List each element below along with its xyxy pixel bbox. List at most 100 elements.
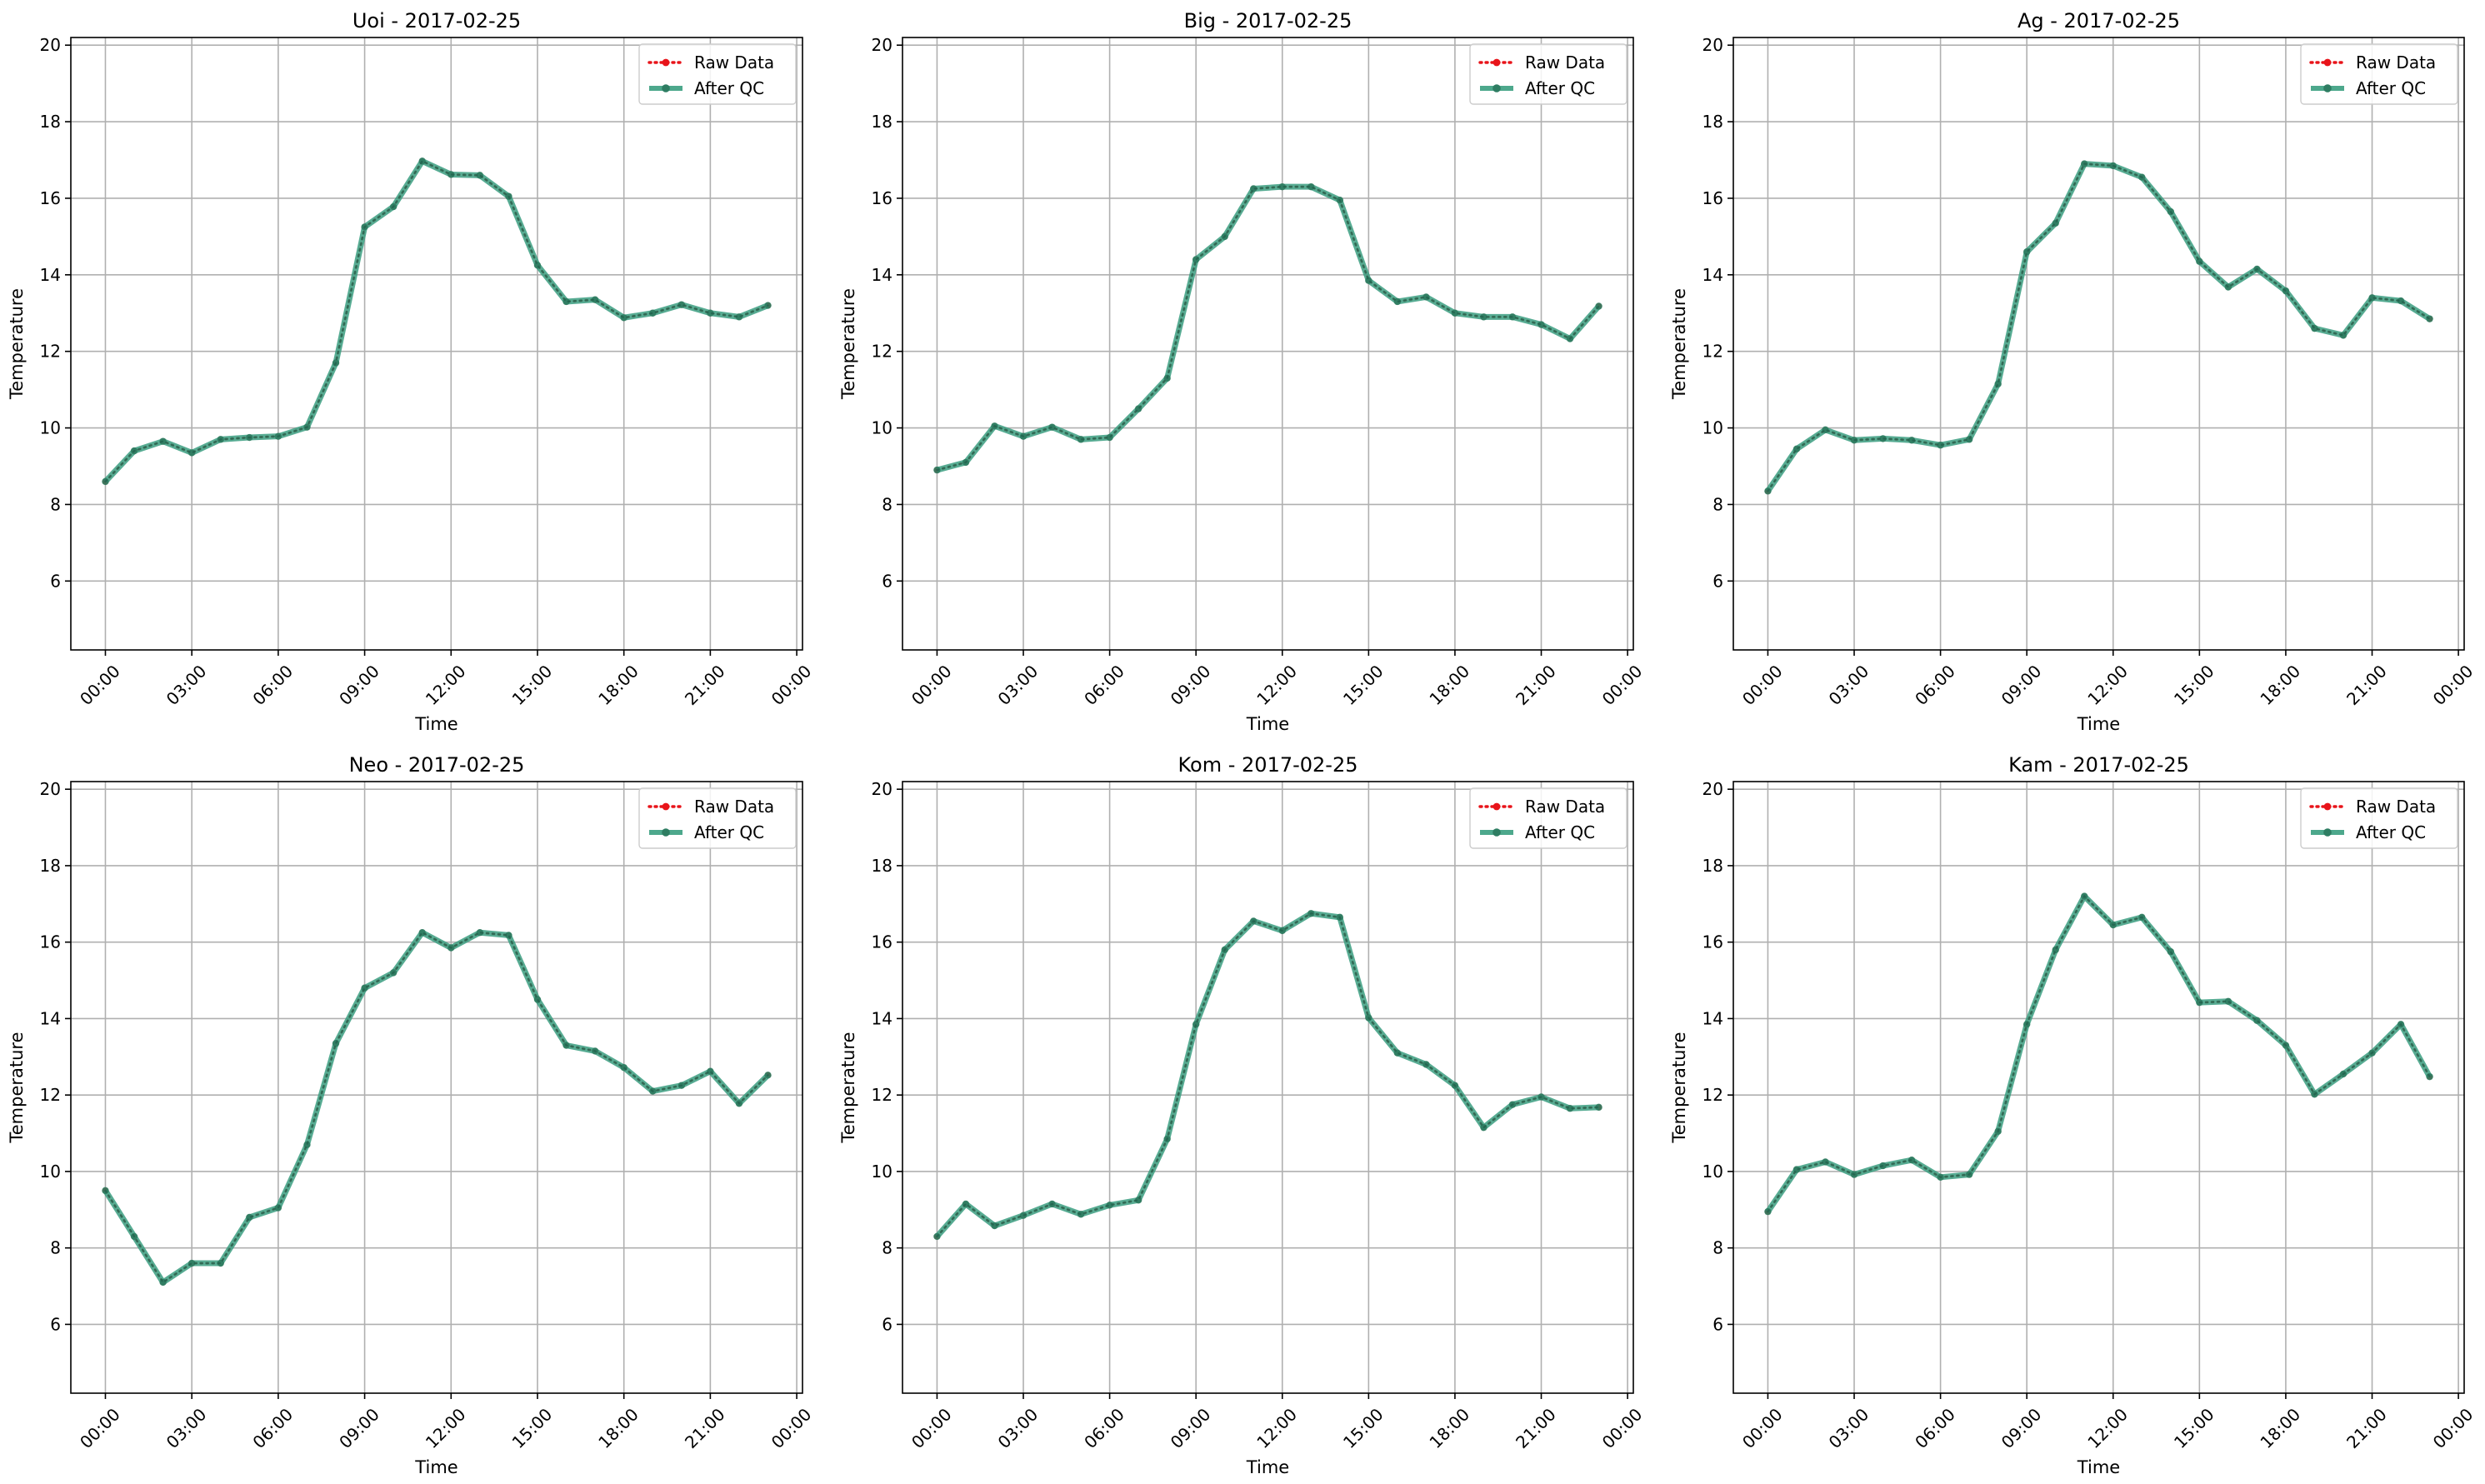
chart-title: Big - 2017-02-25 [1184,9,1352,32]
series-line [103,159,770,483]
plot-frame [70,37,803,651]
legend: Raw Data After QC [1469,43,1628,105]
data-point [303,1141,311,1149]
y-tick-label: 8 [1712,494,1723,514]
chart-title: Kom - 2017-02-25 [1178,753,1358,777]
series-line [102,157,769,484]
y-tick-label: 6 [882,1314,892,1334]
legend-label: After QC [694,822,764,842]
x-tick-label: 15:00 [1339,1404,1388,1452]
legend: Raw Data After QC [1469,787,1628,849]
data-point [1908,437,1916,444]
y-tick-label: 14 [1702,265,1723,285]
y-tick-label: 16 [872,188,892,208]
series-after-qc [1764,160,2433,495]
legend-marker [2323,802,2332,811]
x-tick-label: 00:00 [908,1404,956,1452]
x-tick-label: 18:00 [1425,661,1473,709]
x-tick-label: 15:00 [1339,661,1388,709]
subplot-1: 00:00 03:00 06:00 09:00 12:00 15:00 18:00 21:00… [7,9,815,734]
y-tick-label: 12 [872,1085,892,1105]
chart-title: Neo - 2017-02-25 [349,753,525,777]
data-point [361,984,368,992]
legend-item: Raw Data [648,52,774,72]
legend-marker [1492,828,1501,837]
x-tick-label: 06:00 [1080,1404,1128,1452]
legend-label: Raw Data [2356,797,2436,817]
legend-label: After QC [2356,78,2426,98]
x-tick-label: 21:00 [681,1404,729,1452]
legend-label: After QC [2356,822,2426,842]
legend: Raw Data After QC [638,43,797,105]
y-tick-label: 20 [872,779,892,799]
subplot-2: 00:00 03:00 06:00 09:00 12:00 15:00 18:00 21:00… [838,9,1646,734]
y-tick-label: 8 [1712,1238,1723,1258]
x-tick-label: 09:00 [1167,1404,1215,1452]
data-point [2426,315,2433,322]
x-tick-label: 00:00 [2429,1404,2478,1452]
x-tick-label: 09:00 [1167,661,1215,709]
raw-data-overlay [936,912,1600,1238]
series-line [1765,893,2432,1214]
data-point [1106,1202,1113,1209]
x-tick-label: 03:00 [162,661,211,709]
x-axis-label: Time [2077,714,2120,734]
data-point [1192,1021,1200,1028]
y-tick-label: 18 [872,856,892,876]
legend: Raw Data After QC [638,787,797,849]
x-tick-label: 00:00 [76,661,124,709]
x-tick-label: 09:00 [1998,661,2046,709]
x-tick-label: 18:00 [2256,1404,2304,1452]
y-tick-label: 10 [1702,418,1723,438]
legend-marker [1492,58,1501,67]
series-line [1766,894,2432,1213]
y-tick-label: 14 [40,265,61,285]
series-line [102,929,770,1286]
y-tick-label: 10 [40,418,61,438]
y-tick-label: 20 [40,779,61,799]
legend-marker [1492,802,1501,811]
plot-frame [1732,37,2465,651]
raw-data-overlay [936,185,1600,472]
series-line [1765,161,2432,493]
y-tick-label: 14 [40,1008,61,1028]
y-tick-label: 18 [40,856,61,876]
x-tick-label: 06:00 [1911,1404,1959,1452]
y-tick-label: 10 [872,1162,892,1182]
legend-item: Raw Data [1478,797,1605,817]
data-point [1538,321,1545,328]
legend-item: Raw Data [1478,52,1605,72]
y-tick-label: 18 [1702,112,1723,132]
raw-data-overlay [104,931,769,1284]
y-tick-label: 8 [882,494,892,514]
x-tick-label: 21:00 [681,661,729,709]
x-tick-label: 06:00 [1911,661,1959,709]
series-after-qc [1764,892,2433,1216]
series-raw-data [933,183,1602,473]
legend-marker [662,58,670,67]
x-tick-label: 12:00 [1252,661,1301,709]
y-tick-label: 12 [40,342,61,362]
data-point [1595,1103,1602,1112]
data-point [1278,182,1286,191]
y-tick-label: 10 [872,418,892,438]
x-axis-label: Time [1246,714,1289,734]
y-tick-label: 14 [872,1008,892,1028]
legend-label: Raw Data [2356,52,2436,72]
x-tick-label: 09:00 [335,1404,383,1452]
legend-marker [662,802,670,811]
x-axis-label: Time [2077,1457,2120,1477]
x-tick-label: 06:00 [248,1404,297,1452]
y-tick-label: 16 [872,932,892,952]
data-point [1937,442,1944,449]
series-raw-data [102,929,772,1286]
x-tick-label: 00:00 [1738,661,1787,709]
y-tick-label: 12 [872,342,892,362]
y-tick-label: 12 [40,1085,61,1105]
y-tick-label: 16 [1702,188,1723,208]
series-line [934,910,1599,1239]
y-tick-label: 6 [1712,571,1723,591]
y-tick-label: 18 [1702,856,1723,876]
legend: Raw Data After QC [2300,43,2458,105]
